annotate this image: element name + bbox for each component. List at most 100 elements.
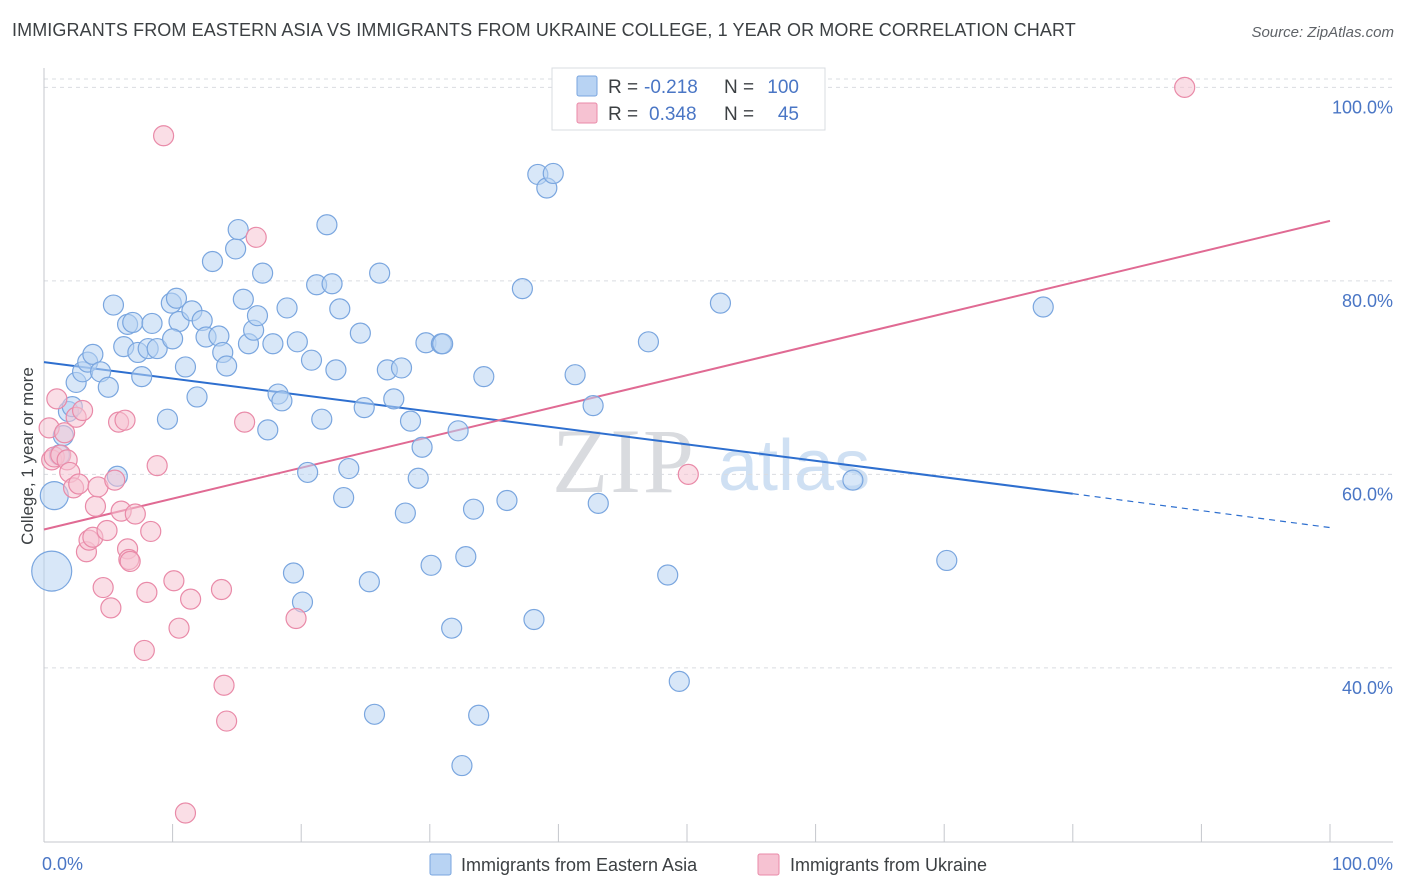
eastern-asia-point-97 bbox=[1032, 296, 1054, 318]
legend-r-value-ukraine: 0.348 bbox=[649, 104, 697, 125]
eastern-asia-point-31 bbox=[201, 250, 224, 273]
eastern-asia-point-53 bbox=[311, 408, 333, 430]
eastern-asia-point-76 bbox=[447, 420, 469, 442]
eastern-asia-point-60 bbox=[349, 322, 371, 344]
ukraine-point-35 bbox=[174, 802, 197, 824]
eastern-asia-point-50 bbox=[297, 461, 319, 484]
ukraine-point-23 bbox=[114, 409, 136, 431]
eastern-asia-point-18 bbox=[131, 366, 153, 388]
series-legend: Immigrants from Eastern Asia Immigrants … bbox=[429, 853, 987, 876]
eastern-asia-point-75 bbox=[441, 617, 463, 639]
eastern-asia-point-57 bbox=[329, 298, 351, 320]
ukraine-point-39 bbox=[216, 710, 238, 732]
bottom-legend-label-eastern-asia: Immigrants from Eastern Asia bbox=[461, 855, 698, 875]
correlation-legend: R = -0.218 N = 100 R = 0.348 N = 45 bbox=[551, 67, 826, 131]
data-points bbox=[31, 76, 1196, 824]
eastern-asia-point-43 bbox=[262, 333, 284, 355]
y-tick-label-100: 100.0% bbox=[1332, 97, 1393, 117]
y-tick-label-60: 60.0% bbox=[1342, 484, 1393, 504]
eastern-asia-point-56 bbox=[325, 359, 347, 381]
bottom-legend-swatch-ukraine bbox=[757, 853, 780, 876]
eastern-asia-point-70 bbox=[407, 467, 429, 489]
eastern-asia-trend-extension bbox=[1072, 493, 1331, 529]
eastern-asia-point-28 bbox=[186, 386, 208, 408]
legend-n-value-eastern-asia: 100 bbox=[767, 77, 799, 98]
eastern-asia-point-55 bbox=[321, 273, 343, 295]
ukraine-point-36 bbox=[180, 588, 202, 610]
ukraine-point-37 bbox=[210, 578, 233, 601]
ukraine-point-17 bbox=[92, 576, 114, 599]
eastern-asia-point-95 bbox=[842, 469, 864, 491]
eastern-asia-point-26 bbox=[174, 356, 197, 378]
legend-swatch-eastern-asia bbox=[576, 75, 598, 97]
eastern-asia-point-0 bbox=[31, 550, 73, 592]
eastern-asia-point-59 bbox=[338, 457, 360, 480]
grid-lines bbox=[44, 78, 1393, 669]
ukraine-point-33 bbox=[163, 570, 185, 592]
eastern-asia-point-12 bbox=[102, 294, 125, 316]
ukraine-point-15 bbox=[84, 495, 107, 517]
eastern-asia-point-77 bbox=[451, 754, 473, 777]
eastern-asia-point-64 bbox=[369, 262, 391, 284]
eastern-asia-point-78 bbox=[455, 545, 477, 568]
eastern-asia-point-68 bbox=[394, 502, 416, 524]
eastern-asia-point-90 bbox=[587, 492, 609, 514]
eastern-asia-point-92 bbox=[657, 564, 679, 586]
eastern-asia-point-67 bbox=[390, 357, 413, 379]
legend-n-value-ukraine: 45 bbox=[778, 104, 799, 125]
eastern-asia-point-83 bbox=[511, 277, 533, 300]
eastern-asia-point-99 bbox=[162, 328, 184, 350]
ukraine-trend-line bbox=[43, 219, 1331, 531]
ukraine-point-10 bbox=[68, 473, 90, 495]
legend-swatch-ukraine bbox=[576, 102, 598, 124]
eastern-asia-point-46 bbox=[276, 297, 298, 319]
ukraine-point-40 bbox=[234, 411, 256, 433]
ukraine-point-29 bbox=[136, 581, 158, 603]
eastern-asia-point-98 bbox=[432, 333, 454, 355]
eastern-asia-point-45 bbox=[271, 390, 293, 412]
eastern-asia-point-61 bbox=[353, 396, 375, 419]
eastern-asia-point-24 bbox=[165, 287, 188, 309]
ukraine-point-44 bbox=[1174, 76, 1196, 98]
ukraine-point-34 bbox=[168, 617, 190, 639]
eastern-asia-point-58 bbox=[333, 486, 355, 509]
legend-r-label-eastern-asia: R = bbox=[608, 77, 638, 98]
ukraine-point-5 bbox=[53, 422, 76, 444]
eastern-asia-point-63 bbox=[363, 703, 386, 725]
eastern-asia-point-81 bbox=[473, 366, 495, 388]
eastern-asia-point-94 bbox=[709, 292, 732, 314]
eastern-asia-point-88 bbox=[564, 364, 586, 386]
ukraine-point-43 bbox=[677, 463, 699, 485]
ukraine-point-19 bbox=[100, 597, 122, 619]
eastern-asia-point-96 bbox=[936, 549, 958, 572]
eastern-asia-point-11 bbox=[97, 376, 119, 398]
eastern-asia-point-66 bbox=[383, 388, 405, 410]
eastern-asia-point-93 bbox=[668, 670, 690, 692]
eastern-asia-point-37 bbox=[232, 288, 254, 310]
eastern-asia-point-89 bbox=[582, 395, 604, 417]
eastern-asia-point-40 bbox=[246, 305, 269, 327]
eastern-asia-point-20 bbox=[141, 312, 163, 335]
eastern-asia-point-80 bbox=[468, 704, 490, 726]
eastern-asia-point-82 bbox=[496, 489, 518, 512]
eastern-asia-point-47 bbox=[282, 562, 305, 584]
source-credit: Source: ZipAtlas.com bbox=[1251, 24, 1394, 41]
ukraine-point-42 bbox=[285, 607, 307, 630]
eastern-asia-point-79 bbox=[462, 498, 485, 520]
ukraine-point-31 bbox=[146, 455, 168, 477]
eastern-asia-point-36 bbox=[227, 218, 249, 241]
eastern-asia-point-41 bbox=[252, 262, 274, 284]
eastern-asia-point-34 bbox=[216, 355, 238, 377]
y-tick-label-40: 40.0% bbox=[1342, 678, 1393, 698]
eastern-asia-point-54 bbox=[316, 214, 338, 236]
bottom-legend-label-ukraine: Immigrants from Ukraine bbox=[790, 855, 987, 875]
chart-title: IMMIGRANTS FROM EASTERN ASIA VS IMMIGRAN… bbox=[12, 20, 1076, 40]
legend-n-label-ukraine: N = bbox=[724, 104, 754, 125]
ukraine-point-30 bbox=[140, 520, 162, 543]
eastern-asia-point-69 bbox=[399, 410, 422, 432]
eastern-asia-point-22 bbox=[156, 408, 179, 430]
eastern-asia-point-62 bbox=[358, 571, 380, 593]
ukraine-point-38 bbox=[213, 674, 235, 696]
eastern-asia-point-87 bbox=[542, 162, 564, 185]
